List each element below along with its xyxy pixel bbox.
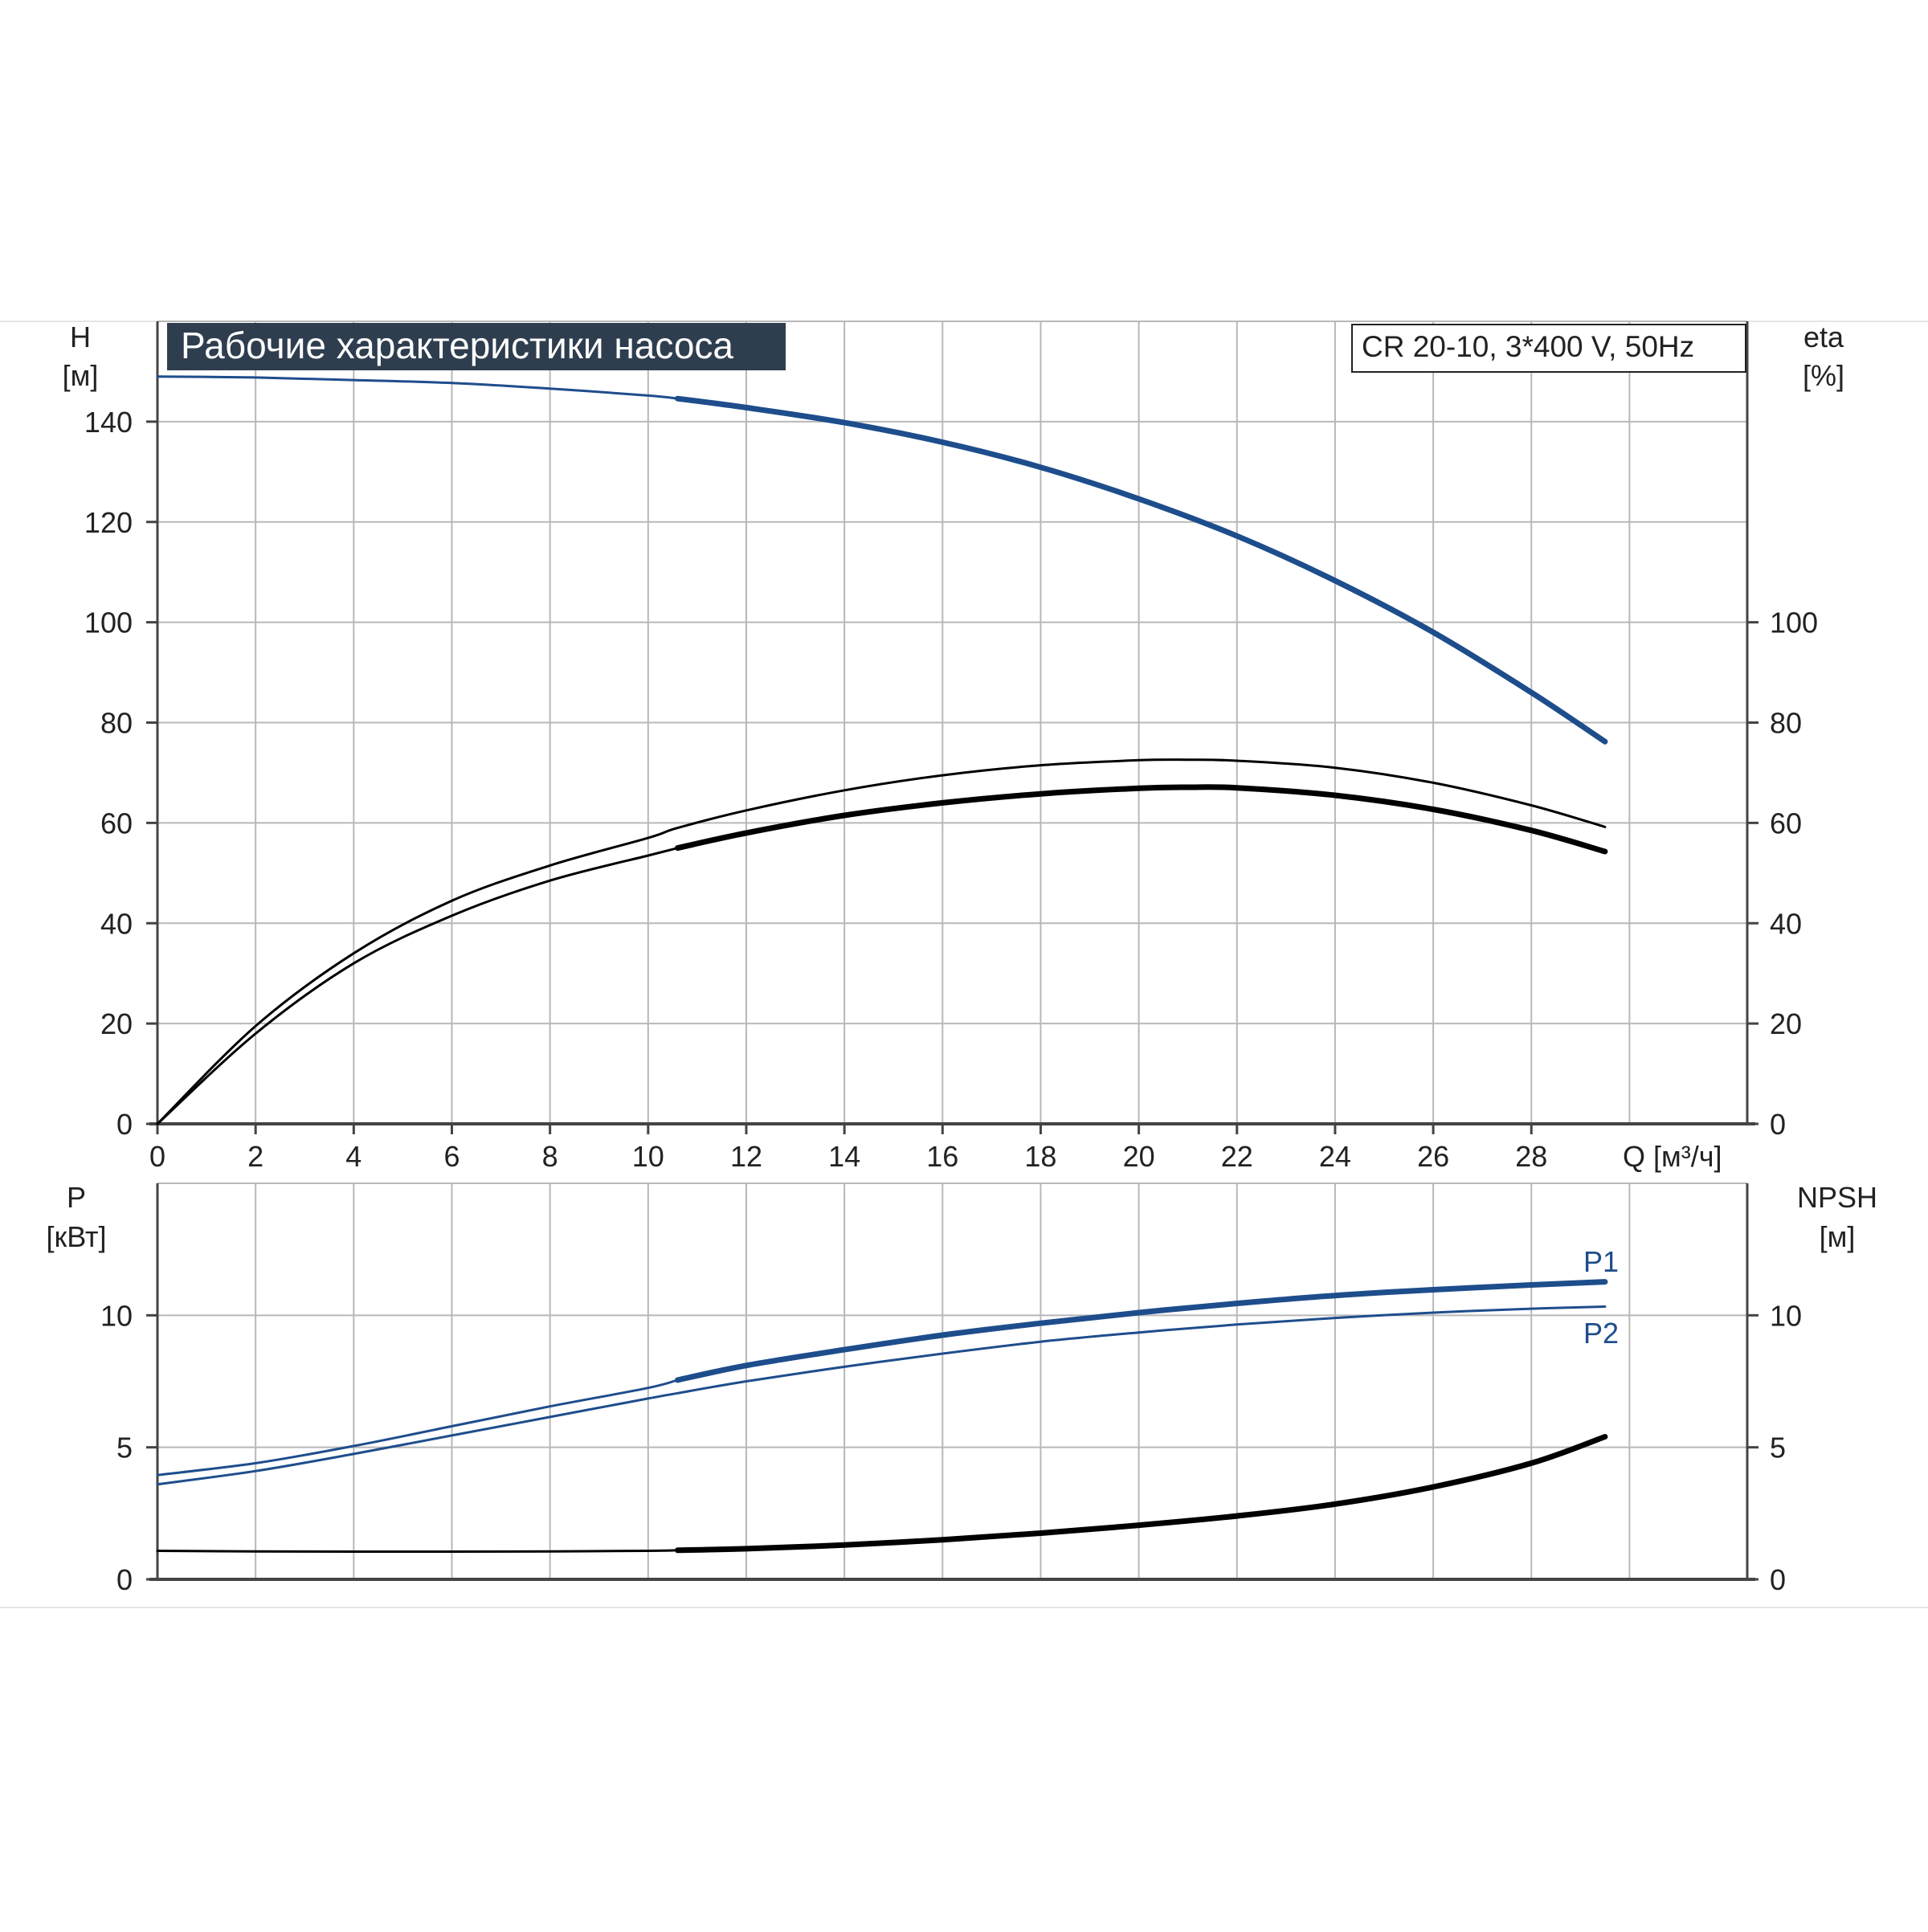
label-layer: Рабочие характеристики насоса CR 20-10, … bbox=[167, 323, 1746, 373]
left-tick-label: 40 bbox=[100, 907, 133, 940]
x-tick-label: 14 bbox=[828, 1140, 860, 1173]
p2-curve bbox=[156, 1305, 1607, 1486]
right-tick-label: 20 bbox=[1770, 1007, 1802, 1040]
left-tick-label: 0 bbox=[116, 1108, 133, 1141]
upper-series-0-curve-operating-range bbox=[675, 395, 1608, 745]
x-tick-label: 4 bbox=[345, 1140, 362, 1173]
series-label-p1: P1 bbox=[1583, 1245, 1619, 1278]
axis-layer: 020406080100120140020406080100H[м]eta[%]… bbox=[46, 321, 1877, 1596]
upper-series-0-curve bbox=[156, 375, 679, 400]
x-tick-label: 0 bbox=[149, 1140, 165, 1173]
right-tick-label: 5 bbox=[1770, 1432, 1786, 1464]
x-tick-label: 26 bbox=[1417, 1140, 1449, 1173]
right-tick-label: 80 bbox=[1770, 707, 1802, 740]
x-tick-label: 8 bbox=[542, 1140, 558, 1173]
left-tick-label: 5 bbox=[116, 1432, 133, 1464]
x-tick-label: 18 bbox=[1024, 1140, 1056, 1173]
left-tick-label: 0 bbox=[116, 1563, 133, 1596]
left-axis-title: H bbox=[70, 321, 91, 353]
upper-series-2-curve bbox=[156, 847, 679, 1125]
left-axis-unit: [кВт] bbox=[46, 1220, 106, 1253]
left-tick-label: 140 bbox=[84, 406, 133, 439]
x-tick-label: 12 bbox=[730, 1140, 762, 1173]
title-box bbox=[167, 323, 786, 370]
p1-curve bbox=[156, 1379, 679, 1477]
x-axis-label: Q [м³/ч] bbox=[1623, 1140, 1722, 1173]
left-axis-unit: [м] bbox=[63, 359, 99, 392]
right-tick-label: 60 bbox=[1770, 807, 1802, 839]
left-tick-label: 100 bbox=[84, 607, 133, 639]
left-tick-label: 10 bbox=[100, 1299, 133, 1332]
right-tick-label: 0 bbox=[1770, 1108, 1786, 1141]
x-tick-label: 16 bbox=[926, 1140, 958, 1173]
x-tick-label: 20 bbox=[1123, 1140, 1155, 1173]
p1-curve-operating-range bbox=[675, 1279, 1608, 1383]
x-tick-label: 28 bbox=[1515, 1140, 1547, 1173]
right-axis-unit: [%] bbox=[1803, 359, 1844, 392]
right-axis-title: NPSH bbox=[1797, 1181, 1877, 1214]
left-tick-label: 80 bbox=[100, 707, 133, 740]
upper-series-2-curve-operating-range bbox=[675, 784, 1608, 855]
left-tick-label: 20 bbox=[100, 1007, 133, 1040]
left-tick-label: 120 bbox=[84, 506, 133, 539]
chart-title: Рабочие характеристики насоса bbox=[181, 325, 733, 366]
upper-series-1-curve bbox=[156, 758, 1607, 1125]
series-layer bbox=[156, 375, 1608, 1554]
x-tick-label: 2 bbox=[247, 1140, 263, 1173]
right-tick-label: 100 bbox=[1770, 607, 1818, 639]
lower-series-2-curve bbox=[156, 1549, 679, 1554]
left-tick-label: 60 bbox=[100, 807, 133, 839]
right-axis-unit: [м] bbox=[1820, 1220, 1856, 1253]
x-tick-label: 10 bbox=[632, 1140, 664, 1173]
left-axis-title: P bbox=[67, 1181, 86, 1214]
right-tick-label: 0 bbox=[1770, 1563, 1786, 1596]
right-tick-label: 40 bbox=[1770, 907, 1802, 940]
x-tick-label: 6 bbox=[443, 1140, 460, 1173]
pump-model-label: CR 20-10, 3*400 V, 50Hz bbox=[1362, 330, 1694, 363]
x-tick-label: 22 bbox=[1221, 1140, 1253, 1173]
grid-layer bbox=[157, 321, 1747, 1579]
right-axis-title: eta bbox=[1803, 321, 1844, 353]
series-label-p2: P2 bbox=[1583, 1317, 1619, 1350]
lower-series-2-curve-operating-range bbox=[675, 1434, 1608, 1554]
right-tick-label: 10 bbox=[1770, 1299, 1802, 1332]
model-box bbox=[1351, 324, 1746, 373]
x-tick-label: 24 bbox=[1319, 1140, 1351, 1173]
